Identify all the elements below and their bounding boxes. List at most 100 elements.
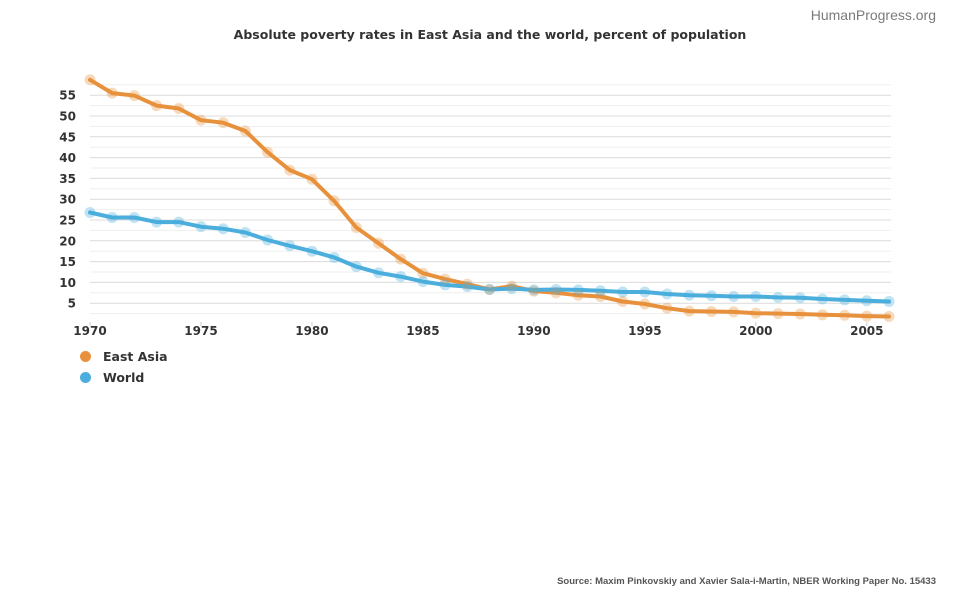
data-point-east-asia[interactable] [839, 309, 851, 321]
legend-label: World [103, 370, 145, 385]
data-point-east-asia[interactable] [439, 273, 451, 285]
data-point-east-asia[interactable] [173, 103, 185, 115]
data-point-east-asia[interactable] [705, 306, 717, 318]
data-point-world[interactable] [106, 212, 118, 224]
data-point-world[interactable] [572, 284, 584, 296]
data-point-east-asia[interactable] [572, 289, 584, 301]
data-point-world[interactable] [151, 216, 163, 228]
x-axis-ticks: 1970 1975 1980 1985 1990 1995 2000 2005 [73, 322, 884, 338]
data-point-east-asia[interactable] [461, 278, 473, 290]
y-tick-label: 25 [59, 214, 76, 228]
data-point-world[interactable] [550, 283, 562, 295]
data-point-world[interactable] [528, 284, 540, 296]
y-axis-ticks: 5 10 15 20 25 30 35 40 45 50 55 [59, 89, 76, 311]
data-point-world[interactable] [195, 221, 207, 233]
source-note: Source: Maxim Pinkovskiy and Xavier Sala… [557, 576, 936, 587]
data-point-world[interactable] [395, 271, 407, 283]
data-point-world[interactable] [284, 240, 296, 252]
data-point-world[interactable] [306, 245, 318, 257]
data-point-world[interactable] [816, 293, 828, 305]
data-point-world[interactable] [328, 251, 340, 263]
legend-marker-east-asia [80, 351, 91, 362]
series-line-world [88, 210, 891, 304]
y-tick-label: 40 [59, 151, 76, 165]
data-point-world[interactable] [594, 285, 606, 297]
data-point-east-asia[interactable] [106, 87, 118, 99]
series-lines [88, 77, 891, 319]
x-tick-label: 1985 [406, 324, 439, 338]
data-point-world[interactable] [439, 279, 451, 291]
brand-label[interactable]: HumanProgress.org [810, 7, 936, 23]
series-line-east-asia [88, 77, 891, 319]
y-tick-label: 5 [68, 297, 76, 311]
data-point-world[interactable] [173, 216, 185, 228]
data-point-east-asia[interactable] [239, 125, 251, 137]
data-point-east-asia[interactable] [84, 74, 96, 86]
x-tick-label: 1975 [184, 324, 217, 338]
legend-item-world[interactable]: World [80, 367, 168, 388]
x-tick-label: 1995 [628, 324, 661, 338]
data-point-east-asia[interactable] [816, 309, 828, 321]
legend-item-east-asia[interactable]: East Asia [80, 346, 168, 367]
data-point-world[interactable] [772, 291, 784, 303]
data-point-east-asia[interactable] [262, 146, 274, 158]
data-point-east-asia[interactable] [506, 280, 518, 292]
gridlines [90, 84, 891, 315]
x-tick-label: 2000 [739, 324, 772, 338]
data-point-east-asia[interactable] [639, 298, 651, 310]
data-point-east-asia[interactable] [128, 90, 140, 102]
data-point-world[interactable] [373, 267, 385, 279]
data-point-east-asia[interactable] [151, 100, 163, 112]
data-point-east-asia[interactable] [395, 253, 407, 265]
data-point-east-asia[interactable] [306, 173, 318, 185]
y-tick-label: 20 [59, 234, 76, 248]
data-point-world[interactable] [128, 212, 140, 224]
y-tick-label: 45 [59, 130, 76, 144]
data-point-world[interactable] [484, 283, 495, 295]
data-point-east-asia[interactable] [750, 307, 762, 319]
data-point-world[interactable] [262, 234, 274, 246]
data-point-east-asia[interactable] [528, 285, 540, 297]
data-point-east-asia[interactable] [350, 221, 362, 233]
data-point-world[interactable] [750, 291, 762, 303]
data-point-east-asia[interactable] [883, 311, 895, 323]
data-point-world[interactable] [350, 261, 362, 273]
x-tick-label: 1980 [295, 324, 328, 338]
data-point-east-asia[interactable] [373, 237, 385, 249]
data-point-east-asia[interactable] [195, 114, 207, 126]
data-point-east-asia[interactable] [284, 164, 296, 176]
data-point-world[interactable] [728, 291, 740, 303]
data-point-world[interactable] [617, 286, 629, 298]
data-point-east-asia[interactable] [772, 308, 784, 320]
data-point-east-asia[interactable] [861, 310, 873, 322]
data-point-east-asia[interactable] [550, 287, 562, 299]
data-point-world[interactable] [84, 207, 96, 219]
data-point-east-asia[interactable] [683, 305, 695, 317]
data-point-east-asia[interactable] [728, 306, 740, 318]
data-point-east-asia[interactable] [328, 195, 340, 207]
data-point-world[interactable] [639, 286, 651, 298]
data-point-world[interactable] [461, 281, 473, 293]
data-point-east-asia[interactable] [217, 117, 229, 129]
data-point-east-asia[interactable] [617, 296, 629, 308]
data-point-world[interactable] [861, 295, 873, 307]
data-point-world[interactable] [705, 290, 717, 302]
data-point-world[interactable] [839, 294, 851, 306]
data-point-world[interactable] [417, 276, 429, 288]
data-point-world[interactable] [794, 292, 806, 304]
chart-title: Absolute poverty rates in East Asia and … [233, 27, 747, 42]
data-point-east-asia[interactable] [484, 283, 495, 295]
data-point-world[interactable] [217, 223, 229, 235]
data-point-east-asia[interactable] [594, 291, 606, 303]
data-point-world[interactable] [506, 283, 518, 295]
data-point-east-asia[interactable] [417, 267, 429, 279]
data-point-east-asia[interactable] [661, 302, 673, 314]
data-point-world[interactable] [239, 226, 251, 238]
x-tick-label: 1970 [73, 324, 106, 338]
y-tick-label: 30 [59, 193, 76, 207]
data-point-world[interactable] [683, 289, 695, 301]
data-point-world[interactable] [883, 296, 895, 308]
data-point-east-asia[interactable] [794, 308, 806, 320]
data-point-world[interactable] [661, 288, 673, 300]
